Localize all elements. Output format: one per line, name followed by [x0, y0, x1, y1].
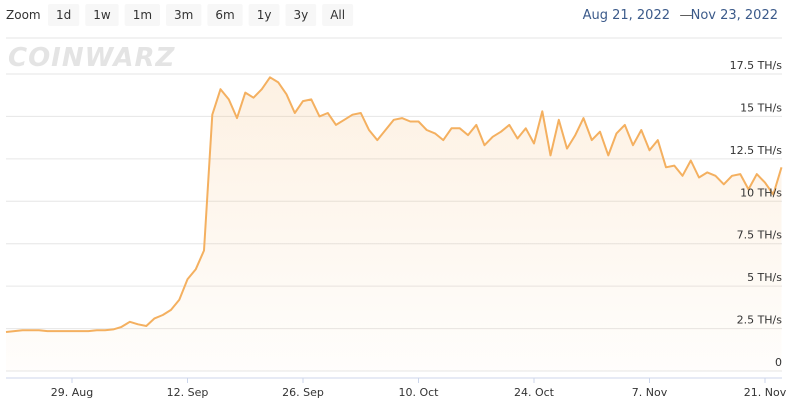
range-separator: —	[680, 8, 693, 23]
range-from: Aug 21, 2022	[583, 8, 670, 23]
zoom-button[interactable]: All	[322, 4, 354, 26]
zoom-button-text[interactable]: 6m	[215, 8, 234, 22]
x-tick-label: 12. Sep	[167, 386, 209, 399]
zoom-button[interactable]: 6m	[207, 4, 243, 26]
watermark: COINWARZ	[8, 43, 176, 73]
y-tick-label: 17.5 TH/s	[730, 59, 783, 72]
y-tick-label: 10 TH/s	[740, 186, 782, 199]
zoom-button-text[interactable]: 3y	[293, 8, 308, 22]
zoom-button[interactable]: 1y	[248, 4, 280, 26]
plot	[5, 76, 783, 372]
zoom-button-text[interactable]: 1m	[133, 8, 152, 22]
x-tick-label: 7. Nov	[632, 386, 668, 399]
y-tick-label: 12.5 TH/s	[730, 144, 783, 157]
zoom-button[interactable]: 1d	[48, 4, 80, 26]
zoom-button-text[interactable]: 1w	[93, 8, 111, 22]
zoom-button-bg[interactable]	[207, 4, 243, 26]
zoom-button-bg[interactable]	[85, 4, 119, 26]
range-to: Nov 23, 2022	[691, 8, 778, 23]
zoom-button-bg[interactable]	[285, 4, 317, 26]
zoom-button-bg[interactable]	[48, 4, 80, 26]
zoom-button-bg[interactable]	[248, 4, 280, 26]
zoom-buttons: 1d 1w 1m 3m 6m 1y 3y All	[48, 4, 354, 26]
zoom-button[interactable]: 3m	[166, 4, 202, 26]
y-tick-label: 15 TH/s	[740, 101, 782, 114]
zoom-button-text[interactable]: 1y	[257, 8, 272, 22]
area	[6, 77, 782, 372]
zoom-button[interactable]: 1w	[85, 4, 119, 26]
zoom-button-bg[interactable]	[322, 4, 354, 26]
x-tick-label: 10. Oct	[398, 386, 439, 399]
zoom-button-bg[interactable]	[166, 4, 202, 26]
x-tick-label: 21. Nov	[744, 386, 787, 399]
y-tick-label: 0	[775, 356, 782, 369]
zoom-button-text[interactable]: 1d	[56, 8, 71, 22]
zoom-button[interactable]: 1m	[124, 4, 161, 26]
zoom-button-text[interactable]: All	[330, 8, 345, 22]
x-tick-label: 24. Oct	[514, 386, 555, 399]
zoom-button-bg[interactable]	[124, 4, 161, 26]
zoom-button-text[interactable]: 3m	[174, 8, 193, 22]
x-tick-label: 26. Sep	[282, 386, 324, 399]
y-tick-label: 7.5 TH/s	[737, 229, 783, 242]
zoom-button[interactable]: 3y	[285, 4, 317, 26]
zoom-label: Zoom	[6, 8, 41, 22]
y-tick-label: 5 TH/s	[747, 271, 782, 284]
y-tick-label: 2.5 TH/s	[737, 314, 783, 327]
x-tick-label: 29. Aug	[51, 386, 93, 399]
line	[5, 76, 783, 333]
labels: 0 2.5 TH/s 5 TH/s 7.5 TH/s 10 TH/s 12.5 TH/s 1…	[51, 59, 787, 399]
